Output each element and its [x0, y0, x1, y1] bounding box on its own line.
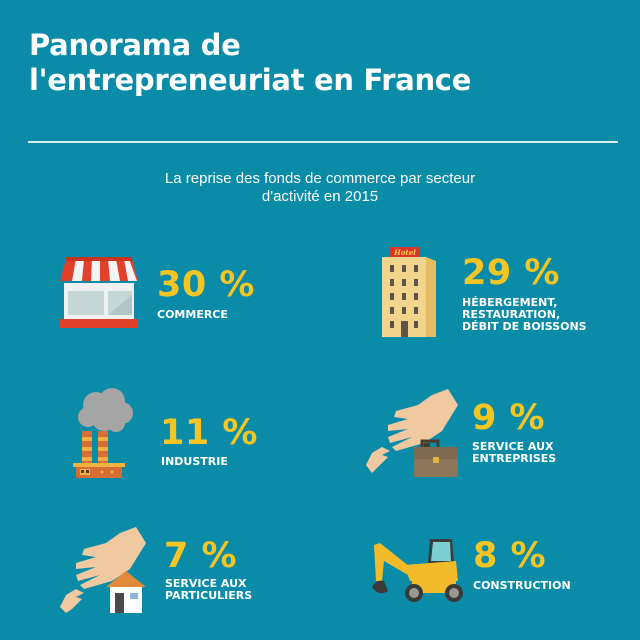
shop-icon [60, 257, 138, 328]
hands-briefcase-icon [366, 389, 458, 477]
sector-label: INDUSTRIE [161, 455, 228, 468]
sector-label: CONSTRUCTION [473, 579, 571, 592]
subtitle-line-1: La reprise des fonds de commerce par sec… [164, 170, 476, 187]
subtitle-line-2: d'activité en 2015 [261, 188, 379, 205]
excavator-icon [372, 539, 463, 602]
sector-label: SERVICE AUX PARTICULIERS [165, 577, 253, 602]
title-line-1: Panorama de [29, 28, 241, 62]
title-line-2: l'entrepreneuriat en France [29, 63, 472, 97]
hands-house-icon [60, 527, 146, 613]
page-title: Panorama de l'entrepreneuriat en France [29, 28, 471, 98]
sector-label: SERVICE AUX ENTREPRISES [472, 440, 557, 465]
percent-value: 11 % [160, 413, 258, 453]
subtitle: La reprise des fonds de commerce par sec… [0, 170, 640, 206]
hotel-icon: Hotel [382, 247, 436, 337]
percent-value: 29 % [462, 253, 560, 293]
sector-label: COMMERCE [157, 308, 228, 321]
factory-icon [73, 388, 133, 478]
percent-value: 30 % [157, 265, 255, 305]
divider [28, 141, 618, 143]
percent-value: 9 % [472, 398, 546, 438]
sector-label: HÉBERGEMENT, RESTAURATION, DÉBIT DE BOIS… [462, 296, 587, 333]
percent-value: 8 % [473, 536, 547, 576]
svg-text:Hotel: Hotel [393, 248, 416, 257]
percent-value: 7 % [164, 536, 238, 576]
